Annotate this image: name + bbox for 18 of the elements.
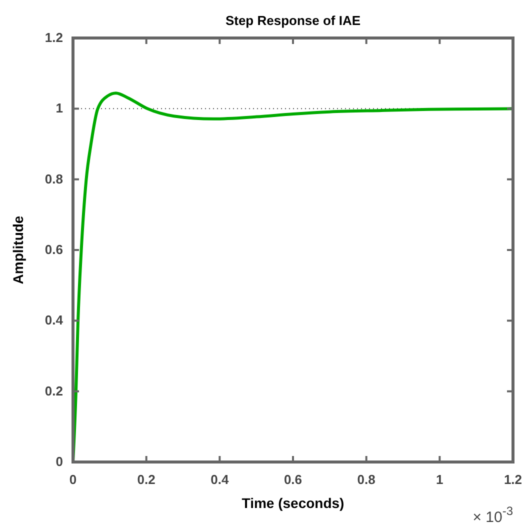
x-tick-label: 0 — [69, 472, 77, 487]
x-tick-label: 1 — [436, 472, 444, 487]
chart-title: Step Response of IAE — [225, 13, 361, 28]
y-axis-title: Amplitude — [10, 216, 26, 284]
x-tick-label: 0.6 — [284, 472, 302, 487]
text: × 10$^{-3}$ — [472, 504, 514, 526]
x-tick-label: 0.8 — [357, 472, 376, 487]
x-tick-label: 1.2 — [504, 472, 522, 487]
y-tick-label: 0.4 — [44, 312, 64, 328]
y-tick-label: 0.2 — [44, 383, 63, 398]
y-tick-label: 1 — [56, 100, 63, 116]
y-tick-label: 0.6 — [44, 242, 63, 257]
x-tick-label: 0.4 — [210, 472, 230, 487]
x-tick-label: 0.2 — [137, 472, 156, 487]
y-tick-label: 1.2 — [44, 30, 63, 45]
x-axis-title: Time (seconds) — [242, 495, 344, 511]
y-tick-label: 0 — [56, 454, 63, 469]
y-tick-label: 0.8 — [44, 171, 63, 186]
